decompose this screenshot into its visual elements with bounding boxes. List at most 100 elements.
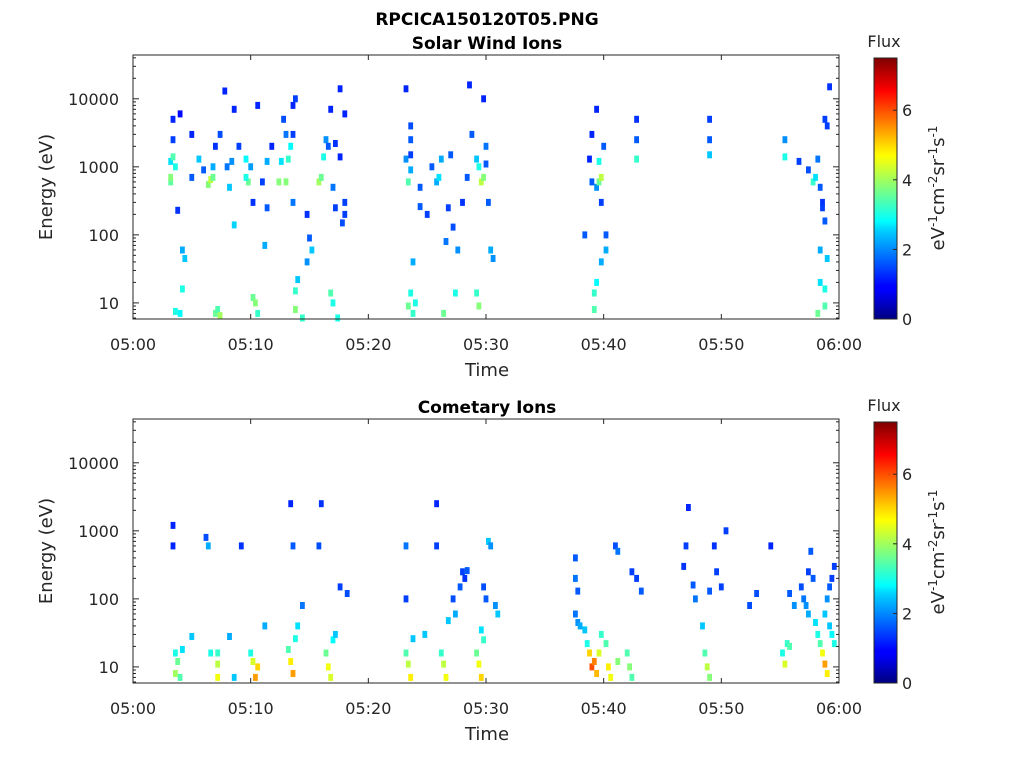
heatmap-cell	[231, 221, 237, 229]
heatmap-cell	[791, 602, 797, 609]
heatmap-cell	[208, 649, 214, 657]
heatmap-cell	[173, 649, 178, 657]
heatmap-cell	[405, 178, 411, 186]
heatmap-cell	[405, 660, 411, 668]
heatmap-cell	[330, 299, 336, 307]
heatmap-cell	[417, 183, 423, 191]
heatmap-cell	[822, 285, 828, 293]
heatmap-cell	[330, 636, 336, 644]
heatmap-cell	[290, 130, 296, 138]
heatmap-cell	[325, 663, 331, 671]
heatmap-cell	[822, 302, 828, 310]
colorbar-unit-label: eV-1cm-2sr-1s-1	[926, 126, 949, 251]
heatmap-cell	[817, 278, 823, 286]
heatmap-cell	[316, 178, 322, 186]
heatmap-cell	[798, 583, 804, 591]
heatmap-cell	[434, 542, 439, 550]
heatmap-cell	[215, 649, 221, 657]
heatmap-cell	[217, 312, 223, 320]
heatmap-cell	[822, 217, 828, 225]
heatmap-cell	[210, 163, 216, 171]
heatmap-cell	[196, 155, 202, 163]
heatmap-cell	[445, 617, 451, 625]
heatmap-cell	[808, 547, 814, 555]
heatmap-cell	[589, 178, 595, 186]
colorbar-frame	[873, 57, 898, 320]
heatmap-cell	[707, 136, 712, 144]
heatmap-cell	[255, 663, 261, 671]
heatmap-cell	[801, 595, 807, 603]
y-tick-label: 100	[88, 590, 119, 609]
heatmap-cell	[813, 619, 818, 626]
heatmap-cell	[594, 670, 599, 677]
heatmap-cell	[707, 151, 712, 159]
heatmap-cell	[229, 157, 235, 165]
heatmap-cell	[634, 115, 639, 123]
heatmap-cell	[215, 306, 221, 313]
y-axis-label: Energy (eV)	[36, 134, 57, 240]
heatmap-cell	[290, 198, 296, 206]
heatmap-cell	[598, 258, 604, 266]
heatmap-cell	[483, 595, 489, 603]
heatmap-cell	[573, 574, 578, 582]
heatmap-cell	[408, 122, 414, 130]
heatmap-cell	[782, 153, 788, 161]
heatmap-cell	[474, 649, 479, 657]
colorbar	[874, 422, 897, 683]
axes-cometary: 05:00 05:10 05:20 05:30 05:40 05:50 06:00 10 100…	[68, 418, 862, 718]
heatmap-cell	[337, 153, 343, 161]
heatmap-cell	[608, 673, 614, 681]
colorbar-tick-label: 4	[902, 535, 912, 554]
heatmap-cell	[707, 587, 712, 595]
heatmap-cell	[831, 640, 837, 648]
heatmap-cell	[434, 500, 439, 508]
heatmap-cell	[601, 142, 607, 150]
x-tick-label: 06:00	[816, 335, 862, 354]
heatmap-cell	[213, 309, 218, 317]
heatmap-cell	[747, 602, 752, 609]
heatmap-cell	[293, 635, 298, 643]
heatmap-cell	[768, 542, 774, 550]
heatmap-cell	[170, 115, 176, 123]
heatmap-cell	[450, 595, 456, 603]
heatmap-cell	[288, 658, 294, 665]
heatmap-cell	[488, 542, 494, 550]
heatmap-cell	[443, 238, 449, 245]
heatmap-cell	[754, 590, 759, 597]
x-tick-label: 05:30	[463, 699, 509, 718]
heatmap-cell	[817, 183, 823, 191]
heatmap-cell	[464, 567, 470, 575]
heatmap-cell	[589, 130, 595, 138]
heatmap-cell	[629, 673, 635, 681]
heatmap-cell	[827, 583, 832, 591]
heatmap-cell	[787, 642, 792, 650]
heatmap-cell	[293, 95, 298, 103]
heatmap-cell	[203, 533, 209, 541]
heatmap-cell	[438, 649, 444, 657]
heatmap-cell	[434, 178, 439, 186]
heatmap-cell	[403, 542, 409, 550]
heatmap-cell	[250, 294, 256, 301]
x-tick-label: 05:00	[110, 699, 156, 718]
heatmap-cell	[227, 183, 232, 191]
heatmap-cell	[255, 309, 261, 317]
heatmap-cell	[255, 101, 261, 109]
y-tick-label: 10000	[68, 90, 119, 109]
heatmap-cell	[817, 640, 823, 648]
heatmap-cell	[177, 110, 183, 118]
x-axis-label: Time	[464, 360, 509, 381]
heatmap-cell	[582, 231, 588, 239]
heatmap-cell	[460, 568, 465, 576]
heatmap-cell	[408, 289, 414, 297]
heatmap-cell	[173, 163, 178, 171]
x-tick-label: 05:50	[698, 335, 744, 354]
heatmap-cell	[215, 673, 221, 681]
heatmap-cell	[295, 276, 301, 284]
heatmap-cell	[403, 649, 409, 657]
heatmap-cell	[177, 309, 183, 317]
heatmap-cell	[577, 622, 583, 630]
heatmap-cell	[295, 622, 301, 630]
heatmap-cell	[403, 155, 409, 163]
panel-solar-wind: Solar Wind Ions 05:00 05:10 05:20 05:30 05:4…	[36, 32, 949, 381]
